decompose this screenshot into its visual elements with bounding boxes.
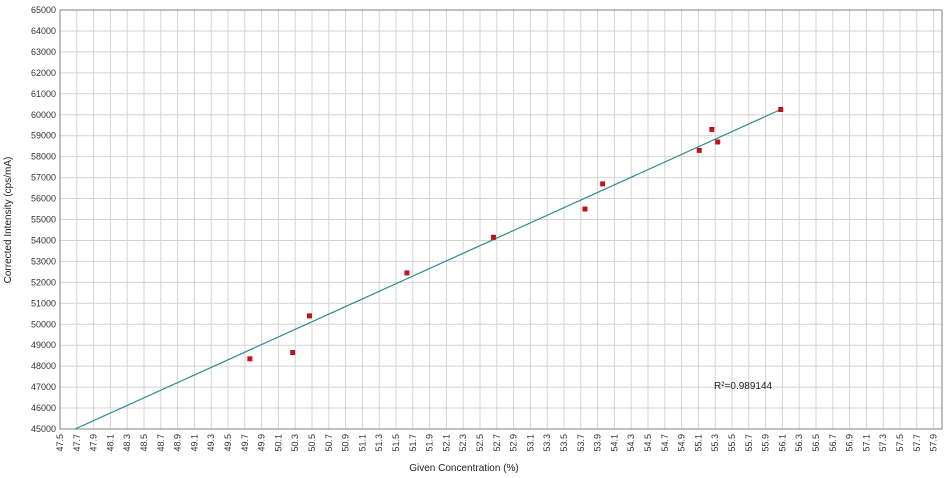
y-tick-label: 51000	[31, 298, 56, 308]
x-tick-label: 53.9	[593, 434, 603, 452]
x-tick-label: 56.9	[845, 434, 855, 452]
x-tick-label: 49.1	[189, 434, 199, 452]
trend-line-group	[74, 108, 781, 430]
data-points	[247, 107, 784, 362]
x-tick-label: 56.5	[811, 434, 821, 452]
plot-area-border	[59, 9, 943, 430]
x-tick-label: 56.1	[777, 434, 787, 452]
x-tick-label: 51.1	[357, 434, 367, 452]
x-tick-label: 47.9	[89, 434, 99, 452]
x-tick-label: 50.5	[307, 434, 317, 452]
x-tick-label: 48.9	[173, 434, 183, 452]
x-tick-label: 48.5	[139, 434, 149, 452]
y-tick-label: 60000	[31, 110, 56, 120]
data-point	[709, 126, 715, 132]
x-tick-label: 55.3	[710, 434, 720, 452]
x-tick-label: 50.7	[324, 434, 334, 452]
y-tick-label: 52000	[31, 277, 56, 287]
x-tick-label: 51.3	[374, 434, 384, 452]
x-tick-label: 56.7	[828, 434, 838, 452]
x-tick-label: 52.3	[458, 434, 468, 452]
y-tick-label: 57000	[31, 173, 56, 183]
data-point	[778, 107, 784, 113]
x-tick-label: 51.5	[391, 434, 401, 452]
x-tick-label: 54.1	[609, 434, 619, 452]
y-tick-label: 59000	[31, 131, 56, 141]
data-point	[306, 313, 312, 319]
x-tick-label: 54.9	[677, 434, 687, 452]
x-tick-label: 49.5	[223, 434, 233, 452]
x-tick-label: 48.3	[122, 434, 132, 452]
data-point	[582, 206, 588, 212]
x-tick-label: 52.5	[475, 434, 485, 452]
x-tick-label: 48.7	[156, 434, 166, 452]
x-tick-label: 47.7	[72, 434, 82, 452]
y-tick-label: 64000	[31, 26, 56, 36]
x-tick-label: 50.1	[273, 434, 283, 452]
x-tick-label: 57.3	[878, 434, 888, 452]
y-tick-label: 58000	[31, 152, 56, 162]
y-tick-label: 55000	[31, 215, 56, 225]
x-tick-label: 56.3	[794, 434, 804, 452]
x-tick-label: 57.7	[912, 434, 922, 452]
x-tick-label: 51.9	[425, 434, 435, 452]
x-tick-label: 57.5	[895, 434, 905, 452]
trend-line	[74, 108, 781, 430]
data-point	[290, 350, 296, 356]
x-tick-label: 53.3	[542, 434, 552, 452]
y-tick-label: 63000	[31, 47, 56, 57]
x-tick-label: 52.9	[509, 434, 519, 452]
data-point	[600, 181, 606, 187]
data-point	[490, 234, 496, 240]
x-tick-label: 49.7	[240, 434, 250, 452]
y-tick-label: 50000	[31, 319, 56, 329]
data-point	[696, 147, 702, 153]
x-axis-title: Given Concentration (%)	[409, 463, 519, 474]
y-tick-label: 47000	[31, 382, 56, 392]
y-axis-title: Corrected Intensity (cps/mA)	[3, 157, 14, 284]
y-tick-label: 53000	[31, 256, 56, 266]
y-tick-label: 65000	[31, 5, 56, 15]
y-tick-label: 46000	[31, 403, 56, 413]
r-squared-annotation: R²=0.989144	[714, 381, 773, 392]
x-tick-label: 50.9	[341, 434, 351, 452]
x-tick-label: 54.3	[626, 434, 636, 452]
x-axis-ticks: 47.5 47.7 47.9 48.1 48.3 48.5 48.7 48.9 49.1 49.3…	[55, 434, 939, 452]
data-point	[247, 356, 253, 362]
x-tick-label: 57.1	[861, 434, 871, 452]
y-tick-label: 56000	[31, 194, 56, 204]
x-tick-label: 55.9	[761, 434, 771, 452]
x-tick-label: 53.7	[576, 434, 586, 452]
x-tick-label: 49.3	[206, 434, 216, 452]
x-tick-label: 52.7	[492, 434, 502, 452]
grid-lines	[59, 9, 942, 430]
x-tick-label: 54.5	[643, 434, 653, 452]
y-tick-label: 62000	[31, 68, 56, 78]
x-tick-label: 51.7	[408, 434, 418, 452]
x-tick-label: 57.9	[929, 434, 939, 452]
x-tick-label: 55.7	[744, 434, 754, 452]
x-tick-label: 47.5	[55, 434, 65, 452]
x-tick-label: 54.7	[660, 434, 670, 452]
x-tick-label: 53.1	[525, 434, 535, 452]
y-axis-ticks: 45000 46000 47000 48000 49000 50000 51000 52000…	[31, 5, 56, 434]
x-tick-label: 52.1	[441, 434, 451, 452]
x-tick-label: 48.1	[105, 434, 115, 452]
x-tick-label: 55.1	[693, 434, 703, 452]
data-point	[715, 139, 721, 145]
y-tick-label: 61000	[31, 89, 56, 99]
x-tick-label: 55.5	[727, 434, 737, 452]
x-tick-label: 50.3	[290, 434, 300, 452]
y-tick-label: 54000	[31, 235, 56, 245]
y-tick-label: 45000	[31, 424, 56, 434]
y-tick-label: 48000	[31, 361, 56, 371]
x-tick-label: 49.9	[257, 434, 267, 452]
data-point	[404, 270, 410, 276]
y-tick-label: 49000	[31, 340, 56, 350]
x-tick-label: 53.5	[559, 434, 569, 452]
